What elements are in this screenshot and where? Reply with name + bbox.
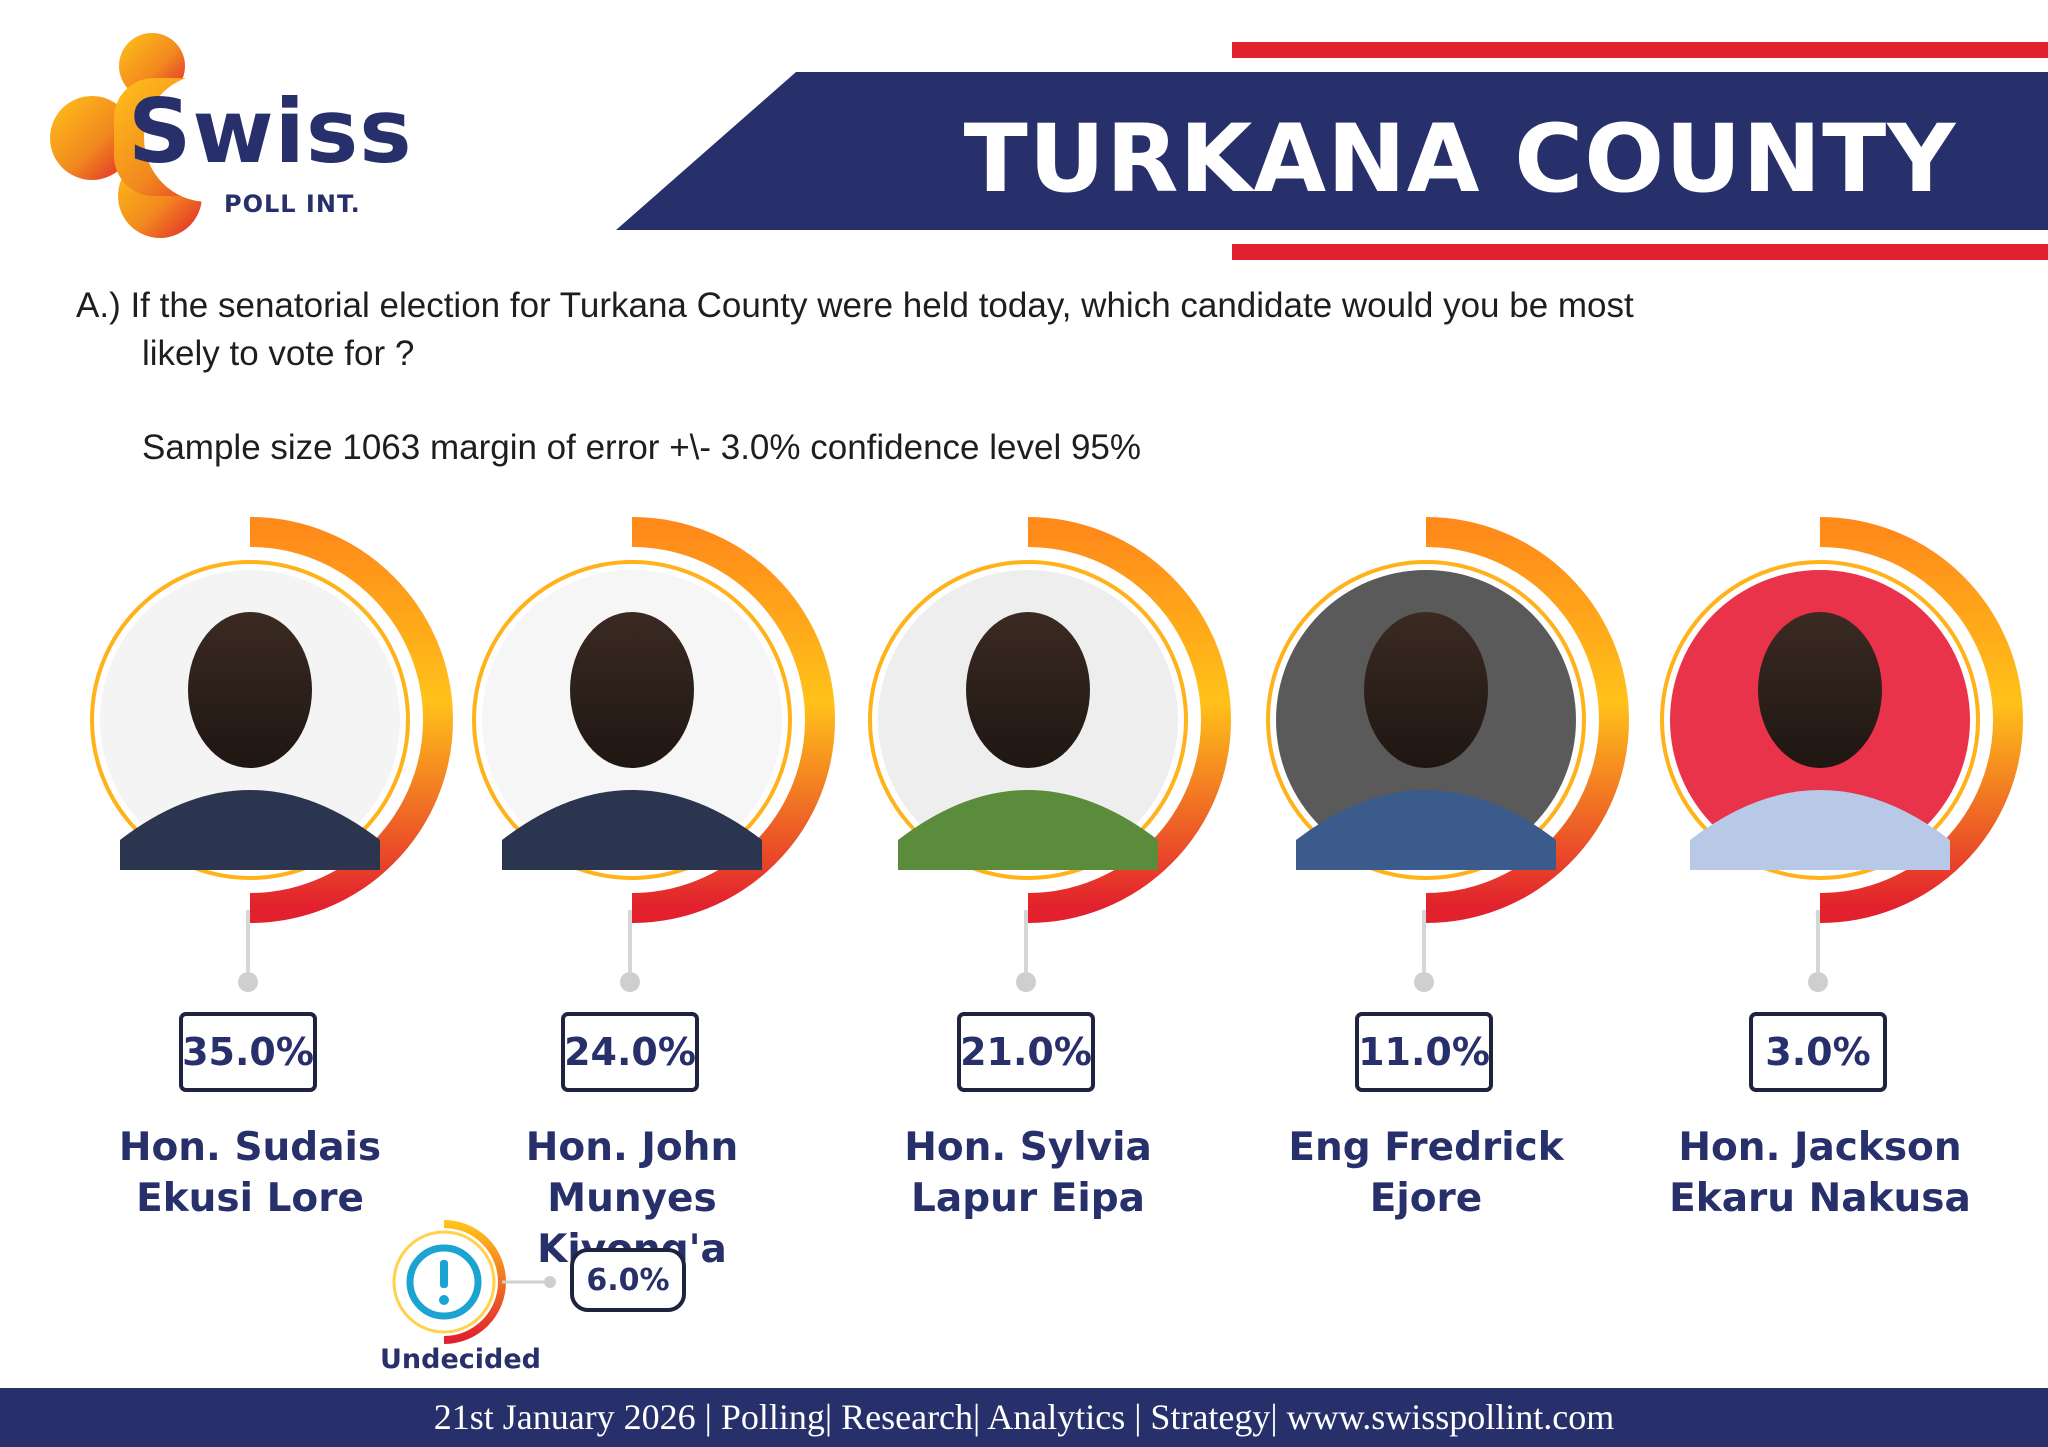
- logo-mark-icon: [50, 33, 272, 238]
- question-line-2: likely to vote for ?: [142, 334, 415, 373]
- candidate-name: Eng Fredrick Ejore: [1261, 1122, 1591, 1224]
- candidate-name-line-1: Hon. Jackson: [1678, 1125, 1962, 1170]
- footer-bar: 21st January 2026 | Polling| Research| A…: [0, 1388, 2048, 1447]
- county-title: TURKANA COUNTY: [963, 105, 1957, 214]
- candidate-name-line-1: Hon. Sylvia: [904, 1125, 1152, 1170]
- candidate-portrait: [868, 517, 1231, 992]
- question-line-1: A.) If the senatorial election for Turka…: [76, 286, 1634, 325]
- logo-wordmark: Swiss: [128, 80, 413, 183]
- candidate-pct: 24.0%: [561, 1012, 699, 1092]
- candidate-name-line-2: Lapur Eipa: [911, 1176, 1145, 1221]
- candidate-name-line-1: Hon. Sudais: [118, 1125, 382, 1170]
- candidate-name: Hon. Sylvia Lapur Eipa: [863, 1122, 1193, 1224]
- header-red-stripe-top: [1232, 42, 2048, 58]
- candidate-name: Hon. Sudais Ekusi Lore: [85, 1122, 415, 1224]
- candidate-portrait: [472, 517, 835, 992]
- candidate-name: Hon. Jackson Ekaru Nakusa: [1655, 1122, 1985, 1224]
- swiss-poll-logo: Swiss POLL INT.: [40, 20, 440, 250]
- candidate-pct: 3.0%: [1749, 1012, 1887, 1092]
- sample-info: Sample size 1063 margin of error +\- 3.0…: [142, 428, 1142, 467]
- candidate-name-line-2: Ejore: [1369, 1176, 1483, 1221]
- candidate-name-line-1: Hon. John: [525, 1125, 739, 1170]
- logo-subtitle: POLL INT.: [224, 190, 361, 218]
- undecided-label: Undecided: [380, 1344, 542, 1375]
- undecided-pct: 6.0%: [570, 1248, 686, 1312]
- survey-question: A.) If the senatorial election for Turka…: [76, 282, 1976, 378]
- header-red-stripe-bottom: [1232, 244, 2048, 260]
- candidate-name-line-2: Ekaru Nakusa: [1669, 1176, 1971, 1221]
- candidate-pct: 11.0%: [1355, 1012, 1493, 1092]
- candidate-pct: 35.0%: [179, 1012, 317, 1092]
- candidate-name-line-2: Ekusi Lore: [136, 1176, 364, 1221]
- candidate-portrait: [90, 517, 453, 992]
- undecided-marker: [392, 1220, 556, 1344]
- candidate-name-line-1: Eng Fredrick: [1288, 1125, 1564, 1170]
- exclamation-icon: [440, 1260, 448, 1288]
- candidate-chart: 35.0% Hon. Sudais Ekusi Lore 24.0% Hon. John…: [0, 510, 2048, 1380]
- candidate-portraits: [90, 517, 2023, 992]
- candidate-portrait: [1660, 517, 2023, 992]
- candidate-portrait: [1266, 517, 1629, 992]
- candidate-pct: 21.0%: [957, 1012, 1095, 1092]
